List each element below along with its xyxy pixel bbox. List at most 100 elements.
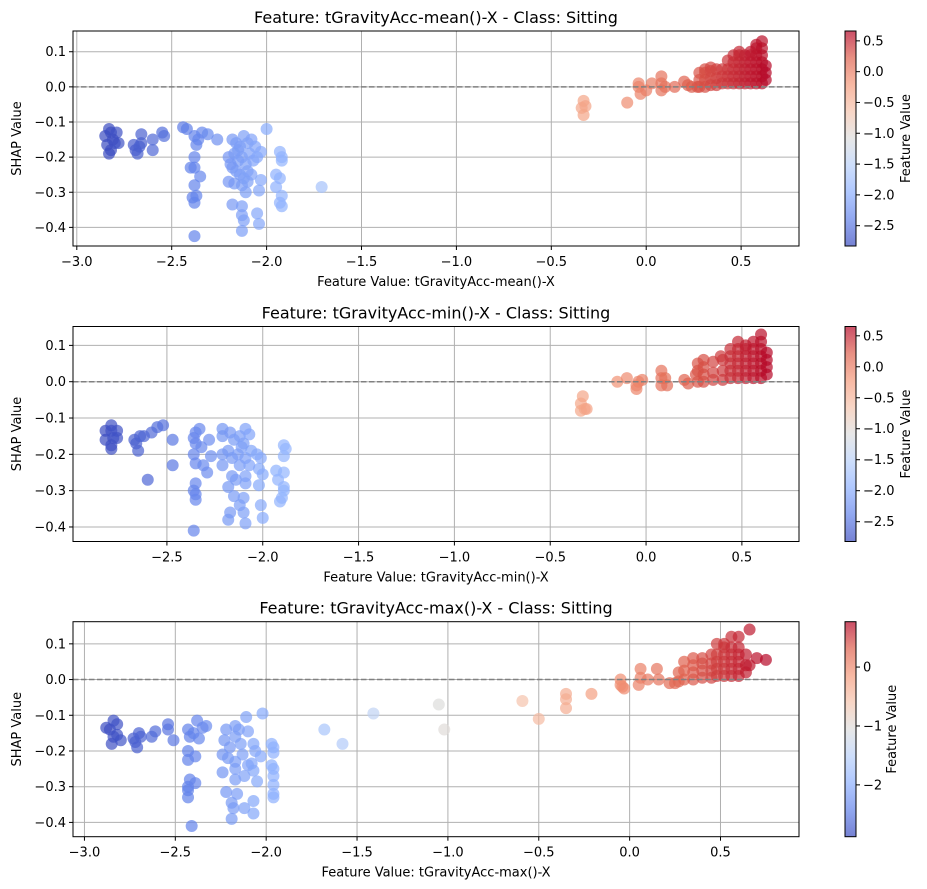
data-point [220, 786, 233, 799]
data-point [678, 655, 691, 668]
data-point [216, 459, 229, 472]
data-point [759, 59, 772, 72]
data-point [247, 794, 260, 807]
data-point [243, 428, 256, 441]
data-point [367, 707, 380, 720]
data-point [239, 186, 252, 199]
y-tick-label: −0.4 [34, 816, 66, 831]
data-point [237, 506, 250, 519]
data-point [188, 151, 201, 164]
data-point [187, 448, 200, 461]
data-point [247, 807, 260, 820]
data-point [251, 775, 264, 788]
data-point [135, 128, 148, 141]
data-point [315, 180, 328, 193]
x-axis-label: Feature Value: tGravityAcc-min()-X [323, 571, 548, 586]
data-point [105, 442, 118, 455]
colorbar-tick-label: −1.5 [863, 158, 895, 173]
y-tick-label: −0.2 [34, 151, 66, 166]
subplot-title: Feature: tGravityAcc-min()-X - Class: Si… [262, 304, 611, 323]
data-point [236, 748, 249, 761]
data-point [182, 791, 195, 804]
subplot-1: −3.0 −2.5 −2.0 −1.5 −1.0 −0.5 0.0 0.5 0.1 0.0 −0.1… [10, 8, 914, 290]
data-point [275, 200, 288, 213]
x-tick-label: −1.0 [432, 846, 464, 861]
data-point [743, 623, 756, 636]
data-point [696, 652, 709, 665]
data-point [755, 328, 768, 341]
data-point [235, 200, 248, 213]
data-point [714, 350, 727, 363]
data-point [200, 719, 213, 732]
data-point [229, 473, 242, 486]
data-point [277, 466, 290, 479]
data-point [267, 769, 280, 782]
data-point [188, 161, 201, 174]
colorbar-tick-label: −2.0 [863, 188, 895, 203]
x-tick-label: −0.5 [536, 255, 568, 270]
y-tick-label: 0.0 [45, 375, 66, 390]
data-point [203, 433, 216, 446]
data-point [224, 158, 237, 171]
data-point [687, 652, 700, 665]
y-tick-label: −0.2 [34, 744, 66, 759]
data-point [211, 133, 224, 146]
x-tick-label: −3.0 [69, 846, 101, 861]
data-point [621, 96, 634, 109]
data-point [162, 723, 175, 736]
data-point [222, 175, 235, 188]
data-point [238, 769, 251, 782]
axes-frame [72, 326, 800, 542]
y-tick-label: 0.1 [45, 637, 66, 652]
x-tick-label: −1.5 [341, 846, 373, 861]
data-point [133, 140, 146, 153]
data-point [641, 673, 654, 686]
data-point [277, 450, 290, 463]
data-point [201, 128, 214, 141]
data-point [267, 791, 280, 804]
subplot-title: Feature: tGravityAcc-max()-X - Class: Si… [259, 599, 612, 618]
x-tick-label: −2.0 [250, 846, 282, 861]
data-point [189, 493, 202, 506]
colorbar-label: Feature Value [899, 390, 914, 479]
colorbar-tick-label: −2.5 [863, 219, 895, 234]
data-point [166, 459, 179, 472]
data-point [188, 230, 201, 243]
colorbar-label: Feature Value [899, 94, 914, 183]
data-point [241, 175, 254, 188]
data-point [739, 648, 752, 661]
data-point [273, 495, 286, 508]
y-tick-label: −0.4 [34, 520, 66, 535]
x-tick-label: −1.0 [439, 551, 471, 566]
data-point [270, 180, 283, 193]
data-point [222, 513, 235, 526]
data-point [256, 468, 269, 481]
x-tick-label: −2.0 [247, 551, 279, 566]
data-point [678, 664, 691, 677]
data-point [707, 366, 720, 379]
scatter-points [99, 35, 772, 243]
data-point [256, 707, 269, 720]
data-point [216, 766, 229, 779]
data-point [189, 750, 202, 763]
data-point [532, 712, 545, 725]
data-point [732, 630, 745, 643]
data-point [167, 734, 180, 747]
y-tick-label: −0.4 [34, 221, 66, 236]
y-tick-label: 0.0 [45, 80, 66, 95]
colorbar-gradient [844, 30, 857, 247]
y-tick-label: 0.0 [45, 673, 66, 688]
colorbar-tick-label: −1.0 [863, 422, 895, 437]
x-tick-label: −0.5 [534, 551, 566, 566]
data-point [645, 77, 658, 90]
data-point [237, 214, 250, 227]
data-point [149, 725, 162, 738]
x-tick-label: −2.5 [160, 846, 192, 861]
y-tick-label: −0.3 [34, 186, 66, 201]
x-tick-label: −2.5 [151, 551, 183, 566]
x-tick-label: −1.5 [343, 551, 375, 566]
data-point [146, 133, 159, 146]
x-tick-label: 0.0 [636, 255, 657, 270]
